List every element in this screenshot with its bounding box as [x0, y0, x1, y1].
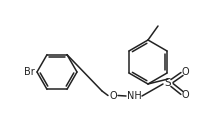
- Text: NH: NH: [127, 91, 141, 101]
- Text: Br: Br: [24, 67, 35, 77]
- Text: O: O: [181, 67, 189, 77]
- Text: S: S: [165, 78, 171, 88]
- Text: O: O: [181, 90, 189, 100]
- Text: O: O: [109, 91, 117, 101]
